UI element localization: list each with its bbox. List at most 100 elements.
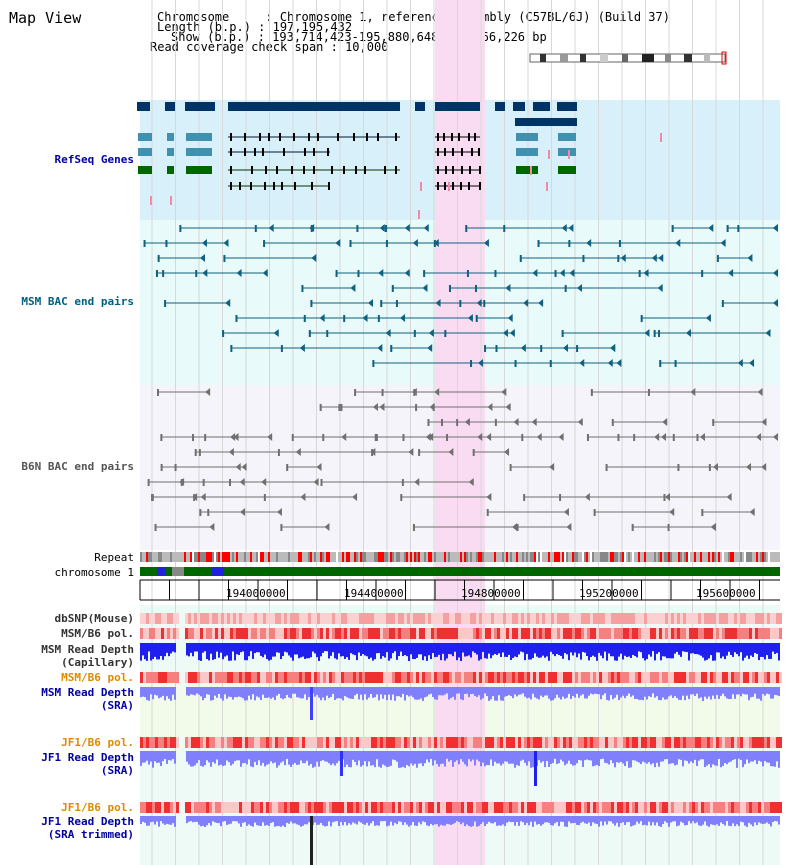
polymorphism-segment — [707, 628, 710, 639]
track-label-b6n-bac[interactable]: B6N BAC end pairs — [21, 460, 134, 473]
read-depth-bar — [234, 816, 236, 822]
read-depth-bar — [268, 687, 270, 698]
polymorphism-segment — [356, 672, 359, 683]
read-depth-bar — [350, 751, 352, 768]
read-depth-bar — [378, 643, 380, 654]
polymorphism-segment — [479, 628, 482, 639]
track-label-msm-depth-capillary[interactable]: MSM Read Depth (Capillary) — [41, 643, 134, 669]
polymorphism-segment — [728, 613, 731, 624]
polymorphism-segment — [305, 802, 308, 813]
track-label-msm-b6-pol-sra[interactable]: MSM/B6 pol. — [61, 671, 134, 684]
polymorphism-segment — [551, 737, 554, 748]
repeat-segment — [588, 552, 590, 562]
read-depth-bar — [650, 751, 652, 765]
polymorphism-segment — [665, 672, 668, 683]
polymorphism-segment — [311, 672, 314, 683]
polymorphism-segment — [158, 628, 161, 639]
read-depth-bar — [296, 751, 298, 765]
read-depth-bar — [610, 751, 612, 761]
polymorphism-segment — [338, 628, 341, 639]
read-depth-bar — [464, 687, 466, 694]
read-depth-bar — [644, 687, 646, 697]
polymorphism-segment — [353, 613, 356, 624]
polymorphism-segment — [425, 737, 428, 748]
polymorphism-segment — [758, 737, 761, 748]
polymorphism-segment — [569, 628, 572, 639]
polymorphism-segment — [197, 628, 200, 639]
read-depth-bar — [406, 751, 408, 766]
read-depth-bar — [510, 816, 512, 823]
track-label-jf1-depth-sra[interactable]: JF1 Read Depth (SRA) — [41, 751, 134, 777]
polymorphism-segment — [764, 672, 767, 683]
polymorphism-segment — [494, 737, 497, 748]
track-label-refseq[interactable]: RefSeq Genes — [54, 153, 134, 166]
read-depth-bar — [496, 687, 498, 701]
read-depth-bar — [686, 687, 688, 696]
polymorphism-segment — [707, 613, 710, 624]
read-depth-bar — [612, 751, 614, 764]
polymorphism-segment — [761, 672, 764, 683]
polymorphism-segment — [488, 628, 491, 639]
track-label-repeat[interactable]: Repeat — [94, 551, 134, 564]
track-label-dbsnp[interactable]: dbSNP(Mouse) — [54, 612, 134, 625]
read-depth-bar — [642, 751, 644, 762]
read-depth-bar — [406, 687, 408, 696]
read-depth-bar — [560, 751, 562, 760]
polymorphism-segment — [668, 628, 671, 639]
bac-end — [617, 434, 620, 441]
repeat-segment — [762, 552, 764, 562]
polymorphism-segment — [464, 737, 467, 748]
track-label-msm-b6-pol[interactable]: MSM/B6 pol. — [61, 627, 134, 640]
read-depth-bar — [232, 816, 234, 822]
read-depth-bar — [366, 643, 368, 657]
read-depth-bar — [776, 687, 778, 696]
repeat-segment — [528, 552, 530, 562]
track-label-chromosome[interactable]: chromosome 1 — [54, 566, 134, 579]
repeat-segment — [770, 552, 772, 562]
polymorphism-segment — [266, 802, 269, 813]
read-depth-bar — [582, 643, 584, 652]
read-depth-bar — [682, 687, 684, 696]
polymorphism-segment — [395, 737, 398, 748]
read-depth-bar — [172, 816, 174, 824]
read-depth-bar — [668, 816, 670, 827]
polymorphism-segment — [665, 802, 668, 813]
read-depth-bar — [694, 643, 696, 654]
gene-exon — [281, 182, 283, 190]
polymorphism-segment — [776, 672, 779, 683]
read-depth-bar — [714, 643, 716, 661]
bac-end-arrow — [749, 359, 755, 367]
track-label-jf1-depth-trim[interactable]: JF1 Read Depth (SRA trimmed) — [41, 815, 134, 841]
read-depth-bar — [252, 816, 254, 827]
read-depth-bar — [652, 751, 654, 764]
read-depth-bar — [576, 687, 578, 694]
read-depth-bar — [522, 643, 524, 653]
read-depth-bar — [490, 816, 492, 824]
read-depth-bar — [422, 816, 424, 822]
read-depth-bar — [730, 751, 732, 762]
read-depth-bar — [508, 751, 510, 764]
read-depth-bar — [320, 751, 322, 761]
read-depth-bar — [432, 751, 434, 766]
track-label-jf1-pol-trim[interactable]: JF1/B6 pol. — [61, 801, 134, 814]
polymorphism-segment — [692, 672, 695, 683]
track-label-msm-bac[interactable]: MSM BAC end pairs — [21, 295, 134, 308]
repeat-segment — [328, 552, 330, 562]
track-label-msm-depth-sra[interactable]: MSM Read Depth (SRA) — [41, 686, 134, 712]
repeat-segment — [504, 552, 506, 562]
track-label-jf1-pol[interactable]: JF1/B6 pol. — [61, 736, 134, 749]
read-depth-bar — [520, 687, 522, 695]
read-depth-spike — [340, 751, 343, 776]
repeat-segment — [360, 552, 362, 562]
polymorphism-segment — [539, 802, 542, 813]
polymorphism-segment — [311, 737, 314, 748]
bac-end-arrow — [757, 388, 763, 396]
polymorphism-segment — [614, 737, 617, 748]
repeat-segment — [216, 552, 218, 562]
read-depth-bar — [728, 816, 730, 826]
bac-end-arrow — [478, 359, 484, 367]
read-depth-bar — [618, 751, 620, 763]
bac-end — [381, 389, 384, 396]
read-depth-bar — [606, 816, 608, 825]
